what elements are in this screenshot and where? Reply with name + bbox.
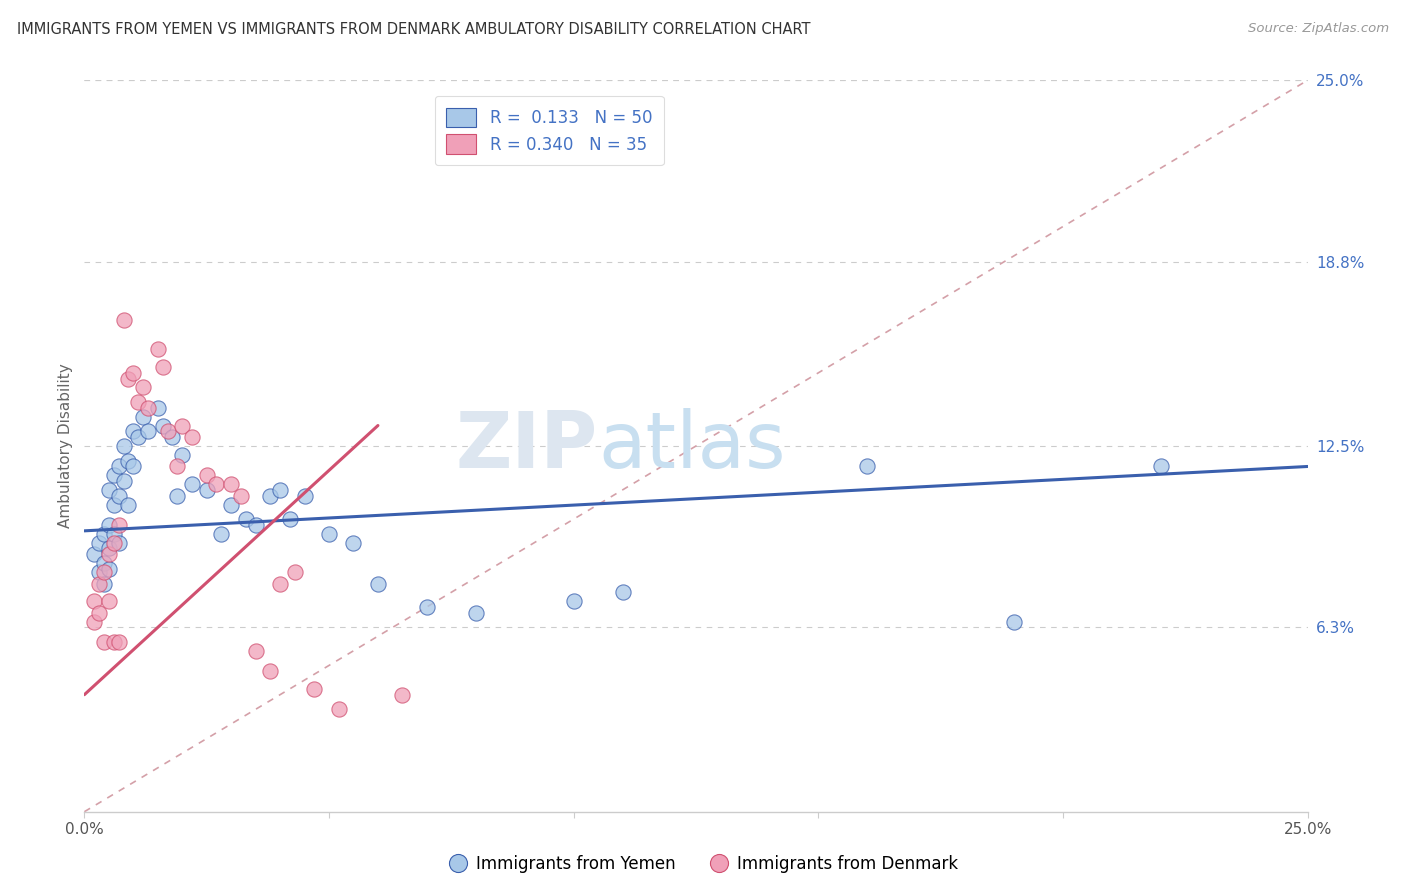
Point — [103, 468, 125, 483]
Point — [856, 459, 879, 474]
Point — [1002, 615, 1025, 629]
Point — [103, 535, 125, 549]
Point — [391, 688, 413, 702]
Point — [112, 313, 135, 327]
Point — [122, 366, 145, 380]
Point — [112, 439, 135, 453]
Legend: Immigrants from Yemen, Immigrants from Denmark: Immigrants from Yemen, Immigrants from D… — [441, 848, 965, 880]
Point — [93, 565, 115, 579]
Point — [103, 635, 125, 649]
Point — [205, 477, 228, 491]
Point — [172, 448, 194, 462]
Point — [93, 556, 115, 570]
Point — [172, 418, 194, 433]
Point — [146, 401, 169, 415]
Point — [107, 489, 129, 503]
Point — [181, 477, 204, 491]
Point — [117, 372, 139, 386]
Text: atlas: atlas — [598, 408, 786, 484]
Point — [87, 606, 110, 620]
Point — [93, 526, 115, 541]
Point — [107, 535, 129, 549]
Point — [367, 576, 389, 591]
Point — [229, 489, 252, 503]
Point — [136, 425, 159, 439]
Point — [107, 635, 129, 649]
Point — [304, 681, 326, 696]
Point — [112, 474, 135, 488]
Point — [122, 459, 145, 474]
Point — [97, 547, 120, 561]
Point — [166, 459, 188, 474]
Point — [93, 576, 115, 591]
Point — [103, 526, 125, 541]
Point — [132, 409, 155, 424]
Point — [127, 430, 149, 444]
Point — [117, 453, 139, 467]
Point — [156, 425, 179, 439]
Point — [97, 483, 120, 497]
Point — [132, 380, 155, 394]
Point — [235, 512, 257, 526]
Point — [259, 489, 281, 503]
Text: ZIP: ZIP — [456, 408, 598, 484]
Point — [103, 498, 125, 512]
Point — [97, 594, 120, 608]
Point — [195, 468, 218, 483]
Point — [87, 565, 110, 579]
Point — [152, 359, 174, 374]
Y-axis label: Ambulatory Disability: Ambulatory Disability — [58, 364, 73, 528]
Point — [97, 541, 120, 556]
Point — [136, 401, 159, 415]
Point — [83, 594, 105, 608]
Point — [269, 483, 291, 497]
Text: IMMIGRANTS FROM YEMEN VS IMMIGRANTS FROM DENMARK AMBULATORY DISABILITY CORRELATI: IMMIGRANTS FROM YEMEN VS IMMIGRANTS FROM… — [17, 22, 810, 37]
Point — [127, 395, 149, 409]
Point — [122, 425, 145, 439]
Point — [107, 518, 129, 533]
Point — [259, 665, 281, 679]
Point — [245, 518, 267, 533]
Point — [269, 576, 291, 591]
Point — [162, 430, 184, 444]
Point — [83, 615, 105, 629]
Point — [97, 562, 120, 576]
Point — [278, 512, 301, 526]
Point — [245, 644, 267, 658]
Point — [166, 489, 188, 503]
Point — [209, 526, 232, 541]
Point — [342, 535, 364, 549]
Point — [284, 565, 307, 579]
Point — [117, 498, 139, 512]
Point — [294, 489, 316, 503]
Point — [107, 459, 129, 474]
Point — [195, 483, 218, 497]
Point — [612, 585, 634, 599]
Legend: R =  0.133   N = 50, R = 0.340   N = 35: R = 0.133 N = 50, R = 0.340 N = 35 — [434, 96, 664, 165]
Point — [1150, 459, 1173, 474]
Point — [87, 576, 110, 591]
Text: Source: ZipAtlas.com: Source: ZipAtlas.com — [1249, 22, 1389, 36]
Point — [328, 702, 350, 716]
Point — [219, 477, 242, 491]
Point — [416, 599, 439, 614]
Point — [93, 635, 115, 649]
Point — [146, 343, 169, 357]
Point — [219, 498, 242, 512]
Point — [464, 606, 486, 620]
Point — [318, 526, 340, 541]
Point — [152, 418, 174, 433]
Point — [181, 430, 204, 444]
Point — [83, 547, 105, 561]
Point — [97, 518, 120, 533]
Point — [562, 594, 585, 608]
Point — [87, 535, 110, 549]
